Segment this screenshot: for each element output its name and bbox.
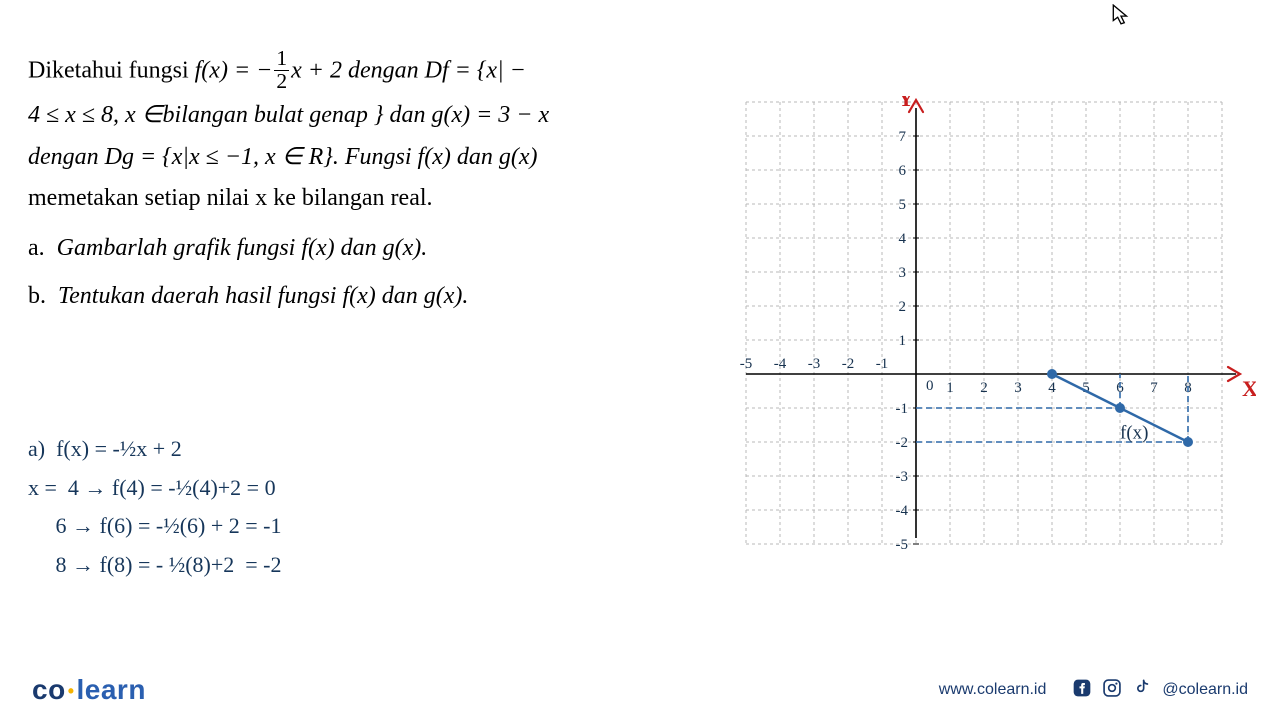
social-handle: @colearn.id: [1162, 681, 1248, 699]
svg-text:-2: -2: [896, 435, 909, 451]
svg-text:3: 3: [1014, 380, 1022, 396]
svg-text:f(x): f(x): [1120, 423, 1148, 444]
problem-line3: dengan Dg = {x|x ≤ −1, x ∈ R}. Fungsi f(…: [28, 138, 668, 178]
problem-line1-pre: Diketahui fungsi: [28, 58, 195, 84]
hw-line-3: 6 → f(6) = -½(6) + 2 = -1: [28, 507, 688, 546]
svg-text:-5: -5: [896, 537, 909, 553]
facebook-icon: [1072, 678, 1092, 703]
svg-text:-4: -4: [896, 503, 909, 519]
svg-text:3: 3: [899, 265, 907, 281]
svg-text:-3: -3: [896, 469, 909, 485]
problem-line1-post: x + 2 dengan Df = {x| −: [291, 58, 526, 84]
brand-url: www.colearn.id: [939, 681, 1047, 699]
svg-text:Y: Y: [898, 96, 914, 111]
mouse-cursor-icon: [1112, 4, 1130, 31]
svg-text:-1: -1: [876, 356, 889, 372]
svg-text:-2: -2: [842, 356, 855, 372]
instagram-icon: [1102, 678, 1122, 703]
svg-text:-4: -4: [774, 356, 787, 372]
svg-text:-3: -3: [808, 356, 821, 372]
handwritten-work: a) f(x) = -½x + 2 x = 4 → f(4) = -½(4)+2…: [28, 430, 688, 584]
svg-text:7: 7: [1150, 380, 1158, 396]
svg-text:5: 5: [899, 197, 907, 213]
svg-text:1: 1: [899, 333, 907, 349]
hw-line-2: x = 4 → f(4) = -½(4)+2 = 0: [28, 469, 688, 508]
footer: co•learn www.colearn.id @colearn.id: [0, 660, 1280, 720]
social-icons: @colearn.id: [1072, 678, 1248, 703]
hw-line-4: 8 → f(8) = - ½(8)+2 = -2: [28, 546, 688, 585]
svg-text:0: 0: [926, 378, 934, 394]
svg-text:2: 2: [899, 299, 907, 315]
svg-text:6: 6: [899, 163, 907, 179]
problem-item-b: b. Tentukan daerah hasil fungsi f(x) dan…: [28, 277, 668, 317]
svg-text:1: 1: [946, 380, 954, 396]
hw-line-1: a) f(x) = -½x + 2: [28, 430, 688, 469]
problem-statement: Diketahui fungsi f(x) = −12x + 2 dengan …: [28, 50, 668, 324]
problem-line2: 4 ≤ x ≤ 8, x ∈bilangan bulat genap } dan…: [28, 96, 668, 136]
svg-text:4: 4: [1048, 380, 1056, 396]
svg-text:-1: -1: [896, 401, 909, 417]
function-graph: -5-4-3-2-11234567801234567-1-2-3-4-5YXf(…: [712, 96, 1256, 576]
problem-line1-fx: f(x) = −: [195, 58, 273, 84]
problem-line4: memetakan setiap nilai x ke bilangan rea…: [28, 179, 668, 219]
svg-text:4: 4: [899, 231, 907, 247]
svg-text:X: X: [1242, 376, 1256, 401]
svg-text:7: 7: [899, 129, 907, 145]
svg-text:2: 2: [980, 380, 988, 396]
tiktok-icon: [1132, 678, 1152, 703]
problem-item-a: a. Gambarlah grafik fungsi f(x) dan g(x)…: [28, 229, 668, 269]
brand-logo: co•learn: [32, 674, 146, 706]
svg-text:-5: -5: [740, 356, 753, 372]
